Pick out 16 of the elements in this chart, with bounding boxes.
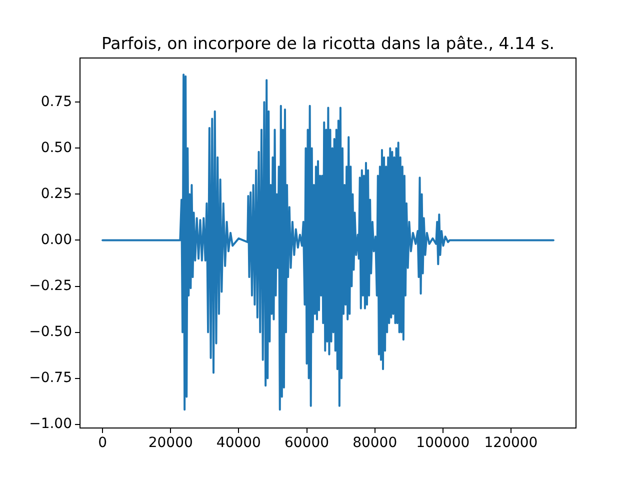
y-tick-label: 0.25 (40, 186, 72, 202)
x-tick-label: 80000 (352, 435, 398, 452)
y-tick-label: −0.50 (29, 324, 72, 340)
x-tick-label: 40000 (216, 435, 261, 452)
x-tick-label: 100000 (416, 435, 470, 452)
y-tick-label: −0.75 (29, 370, 72, 386)
y-tick-label: −1.00 (29, 416, 72, 432)
y-tick-label: −0.25 (29, 278, 72, 294)
y-tick-label: 0.00 (40, 232, 72, 248)
x-tick-label: 20000 (148, 435, 193, 452)
chart-title: Parfois, on incorpore de la ricotta dans la pâte., 4.14 s. (101, 34, 555, 53)
y-tick-label: 0.50 (40, 140, 72, 156)
x-tick-label: 120000 (484, 435, 538, 452)
x-tick-label: 60000 (284, 435, 330, 452)
x-tick-label: 0 (98, 435, 108, 452)
y-tick-label: 0.75 (40, 94, 72, 110)
